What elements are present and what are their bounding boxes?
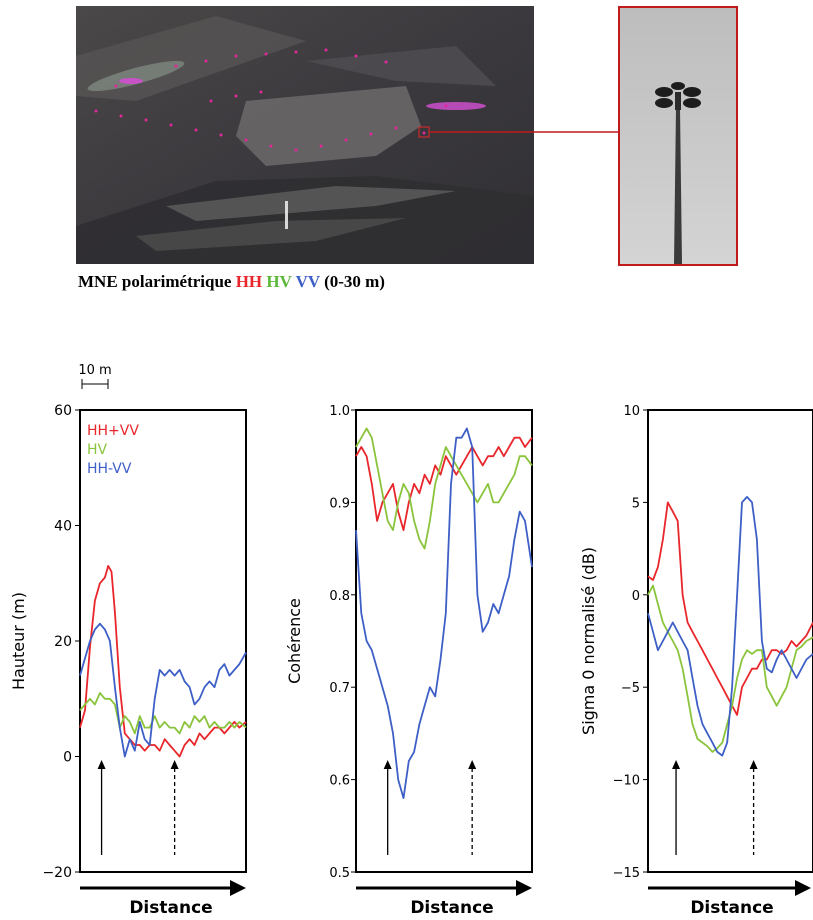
x-axis-label: Distance	[410, 898, 493, 918]
plot-frame	[647, 409, 813, 873]
caption-suffix: (0-30 m)	[324, 272, 385, 291]
y-tick-label: −10	[613, 774, 640, 789]
chart-panel-3: −15 −10 −5 0 5 10 Sigma 0 normalisé (dB) Distan…	[579, 404, 813, 918]
series-line-3	[647, 495, 813, 757]
x-axis-label: Distance	[690, 898, 773, 918]
y-tick-label: 20	[54, 634, 72, 650]
y-tick-label: −20	[42, 865, 72, 881]
y-tick-label: 0.6	[329, 774, 350, 789]
series-line-1	[355, 436, 533, 531]
y-tick-label: 5	[632, 496, 640, 511]
image-caption: MNE polarimétrique HH HV VV (0-30 m)	[78, 272, 385, 292]
arrow-head	[749, 760, 758, 769]
y-tick-label: 0.5	[329, 866, 350, 881]
x-axis-label: Distance	[129, 898, 212, 918]
chart-panel-1: −20 0 20 40 60 Hauteur (m) HH+VV HV HH-VV Distanc…	[9, 403, 247, 918]
distance-arrow-head	[516, 880, 532, 896]
y-axis-label: Sigma 0 normalisé (dB)	[579, 547, 598, 735]
arrow-head	[383, 760, 392, 769]
y-tick-label: 10	[623, 404, 640, 419]
dem-image-svg	[76, 6, 534, 264]
y-tick-label: 0	[63, 750, 72, 766]
y-tick-label: 0.7	[329, 681, 350, 696]
arrow-head	[672, 760, 681, 769]
chart-panel-2: 0.5 0.6 0.7 0.8 0.9 1.0 Cohérence Distance	[285, 404, 533, 918]
y-tick-label: −5	[621, 681, 640, 696]
caption-hh: HH	[235, 272, 263, 291]
arrow-head	[97, 760, 106, 769]
scale-bar: 10 m	[78, 363, 112, 389]
y-tick-label: 60	[54, 403, 72, 419]
distance-arrow-head	[795, 880, 811, 896]
series-line-3	[355, 427, 533, 799]
series-line-1	[647, 501, 813, 716]
caption-hv: HV	[266, 272, 292, 291]
series-line-2	[355, 427, 533, 550]
lamp-post-photo	[618, 6, 738, 266]
series-line-hv	[79, 692, 247, 735]
caption-prefix: MNE polarimétrique	[78, 272, 232, 291]
series-line-hh-vv	[79, 622, 247, 758]
series-line-2	[647, 584, 813, 753]
lamp-post-svg	[620, 8, 736, 264]
legend-entry: HV	[87, 442, 108, 458]
y-axis-label: Hauteur (m)	[9, 592, 28, 690]
y-tick-label: 0.8	[329, 589, 350, 604]
arrow-head	[468, 760, 477, 769]
polarimetric-dem-image	[76, 6, 534, 264]
caption-vv: VV	[295, 272, 320, 291]
y-tick-label: 40	[54, 519, 72, 535]
y-tick-label: 1.0	[329, 404, 350, 419]
series-line-hh-vv	[79, 565, 247, 758]
y-tick-label: 0	[632, 589, 640, 604]
y-tick-label: −15	[613, 866, 640, 881]
arrow-head	[170, 760, 179, 769]
distance-arrow-head	[230, 880, 246, 896]
plot-frame	[355, 409, 533, 873]
legend-entry: HH+VV	[87, 423, 139, 439]
y-axis-label: Cohérence	[285, 598, 304, 684]
scale-bar-label: 10 m	[78, 363, 111, 378]
plot-frame	[79, 409, 247, 873]
legend-entry: HH-VV	[87, 461, 132, 477]
y-tick-label: 0.9	[329, 496, 350, 511]
